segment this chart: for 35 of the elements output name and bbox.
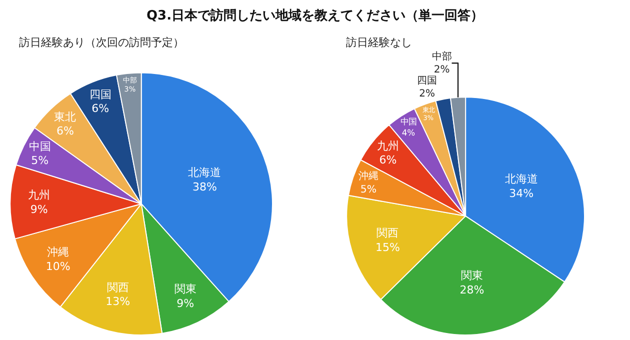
data-label: 2% [434,64,450,76]
data-label: 5% [31,154,49,168]
data-label: 13% [106,295,130,308]
data-label: 4% [402,127,416,138]
data-label: 6% [379,154,397,167]
chart-subtitle: 訪日経験あり（次回の訪問予定） [19,36,184,49]
slice-label: 関西 [106,280,129,294]
slice-label: 中国 [400,116,416,126]
slice-label: 沖縄 [47,246,70,259]
data-label: 15% [375,240,400,254]
slice-label: 中国 [28,140,51,153]
slice-label: 九州 [28,188,50,202]
data-label: 10% [46,260,70,273]
data-label: 5% [360,184,377,196]
slice-label: 関西 [376,226,399,240]
data-label: 38% [192,180,217,194]
data-label: 6% [92,102,110,116]
slice-label: 沖縄 [358,170,378,182]
data-label: 34% [509,186,534,200]
slice-label: 中部 [432,50,452,63]
chart-subtitle: 訪日経験なし [346,36,412,49]
text: Q3.日本で訪問したい地域を教えてください（単一回答） [146,7,484,24]
slice-label: 北海道 [188,166,222,179]
data-label: 9% [176,296,194,310]
data-label: 6% [56,124,74,138]
data-label: 28% [460,283,484,296]
slice-label: 関東 [174,282,196,296]
data-label: 2% [419,88,435,100]
slice-label: 東北 [54,110,76,124]
slice-label: 北海道 [504,172,538,186]
slice-label: 九州 [376,139,399,152]
slice-label: 四国 [89,88,112,101]
data-label: 9% [30,202,48,216]
slice-label: 四国 [417,76,438,87]
slice-label: 関東 [460,269,483,282]
